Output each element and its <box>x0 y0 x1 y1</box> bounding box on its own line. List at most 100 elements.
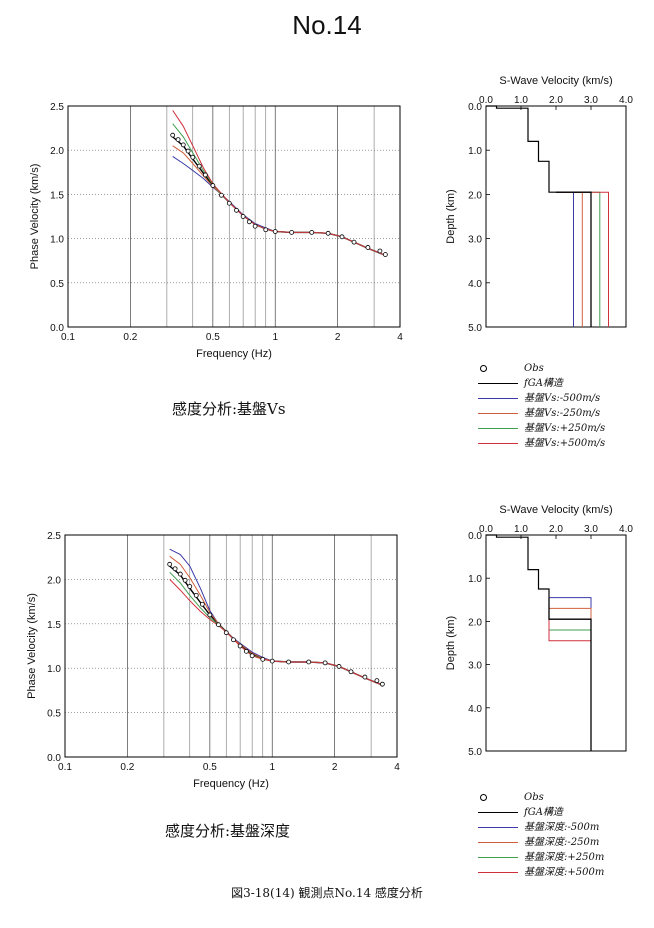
legend-item-plus500: 基盤深度:+500m <box>478 865 604 880</box>
profile-line-minus500 <box>556 191 574 327</box>
y-tick-label: 1.0 <box>50 235 64 246</box>
legend-item-plus250: 基盤Vs:+250m/s <box>478 421 605 436</box>
obs-point <box>185 148 191 154</box>
profile-frame <box>485 534 627 752</box>
obs-point <box>190 154 196 160</box>
legend-item-minus250: 基盤Vs:-250m/s <box>478 406 605 421</box>
obs-point <box>377 248 383 254</box>
y-tick-label: 1.5 <box>50 190 64 201</box>
obs-point <box>336 664 342 669</box>
profile-title: S-Wave Velocity (km/s) <box>499 75 612 87</box>
x-tick-label: 0.1 <box>61 332 75 343</box>
obs-point <box>362 674 368 680</box>
profile-line-fga <box>548 597 592 751</box>
obs-point <box>379 681 385 687</box>
y-tick-label: 0.0 <box>50 323 64 334</box>
profile-line-minus250 <box>548 597 592 751</box>
obs-point <box>170 132 176 138</box>
legend-item-obs: Obs <box>478 361 605 376</box>
panel-caption-vs: 感度分析:基盤Vs <box>172 400 286 418</box>
legend-item-minus500: 基盤深度:-500m <box>478 820 604 835</box>
series-line-minus250 <box>172 145 386 256</box>
obs-point <box>374 678 380 684</box>
y-tick-label: 0.5 <box>50 279 64 290</box>
profile-y-tick-label: 1.0 <box>468 146 482 157</box>
profile-line-fga <box>556 191 592 327</box>
legend-item-plus500: 基盤Vs:+500m/s <box>478 436 605 451</box>
obs-point <box>210 183 216 188</box>
series-line-minus250 <box>169 555 383 686</box>
obs-point <box>365 245 371 250</box>
profile-y-tick-label: 4.0 <box>468 279 482 290</box>
profile-common-line <box>486 105 556 193</box>
x-tick-label: 4 <box>397 332 403 343</box>
y-axis-label: Phase Velocity (km/s) <box>26 593 38 699</box>
obs-point <box>216 622 221 628</box>
profile-common-line <box>486 534 550 598</box>
obs-point <box>180 142 186 148</box>
y-tick-label: 1.0 <box>47 664 61 675</box>
obs-point <box>351 239 357 245</box>
profile-x-tick-label: 2.0 <box>549 95 563 106</box>
y-tick-label: 0.5 <box>47 709 61 720</box>
x-tick-label: 2 <box>332 762 338 773</box>
obs-point <box>234 207 239 213</box>
profile-line-minus500 <box>549 597 592 751</box>
profile-y-axis-label: Depth (km) <box>445 189 457 243</box>
profile-x-tick-label: 4.0 <box>619 95 633 106</box>
obs-point <box>240 214 246 219</box>
profile-line-plus500 <box>548 597 592 751</box>
legend-item-minus250: 基盤深度:-250m <box>478 835 604 850</box>
x-tick-label: 1 <box>269 762 275 773</box>
profile-y-tick-label: 0.0 <box>468 102 482 113</box>
y-tick-label: 2.5 <box>50 102 64 113</box>
obs-point <box>243 648 249 654</box>
obs-point <box>272 229 278 234</box>
obs-point <box>223 630 229 636</box>
x-axis-label: Frequency (Hz) <box>196 348 272 360</box>
obs-point <box>177 571 183 577</box>
profile-frame <box>485 105 627 328</box>
profile-x-tick-label: 0.0 <box>479 524 493 535</box>
obs-point <box>252 223 258 229</box>
profile-y-tick-label: 1.0 <box>468 574 482 585</box>
series-line-plus500 <box>172 110 386 256</box>
x-tick-label: 1 <box>272 332 278 343</box>
plot-frame <box>64 534 398 758</box>
x-tick-label: 0.5 <box>206 332 220 343</box>
legend-vs: Obs fGA構造 基盤Vs:-500m/s 基盤Vs:-250m/s 基盤Vs… <box>478 361 605 451</box>
obs-point <box>187 584 193 589</box>
legend-item-obs: Obs <box>478 790 604 805</box>
obs-point <box>207 612 213 618</box>
profile-x-tick-label: 1.0 <box>514 95 528 106</box>
series-line-plus500 <box>169 579 383 686</box>
legend-item-fga: fGA構造 <box>478 805 604 820</box>
y-axis-label: Phase Velocity (km/s) <box>29 164 41 270</box>
obs-point <box>289 230 295 235</box>
y-tick-label: 2.0 <box>47 575 61 586</box>
obs-point <box>231 637 236 643</box>
x-tick-label: 0.1 <box>58 762 72 773</box>
obs-point <box>202 172 208 178</box>
obs-point <box>196 163 202 169</box>
obs-point <box>237 643 243 649</box>
obs-point <box>172 566 178 572</box>
profile-y-tick-label: 5.0 <box>468 747 482 758</box>
obs-point <box>199 601 205 607</box>
obs-point <box>306 659 312 665</box>
figure-caption: 図3-18(14) 観測点No.14 感度分析 <box>231 886 423 900</box>
y-tick-label: 2.0 <box>50 146 64 157</box>
obs-point <box>325 230 331 236</box>
series-line-plus250 <box>172 123 386 256</box>
x-tick-label: 0.2 <box>120 762 134 773</box>
obs-point <box>339 234 345 240</box>
profile-y-tick-label: 2.0 <box>468 617 482 628</box>
series-line-fga <box>172 136 386 257</box>
obs-point <box>322 660 328 666</box>
x-tick-label: 4 <box>394 762 400 773</box>
obs-point <box>246 219 252 225</box>
y-tick-label: 1.5 <box>47 620 61 631</box>
legend-item-plus250: 基盤深度:+250m <box>478 850 604 865</box>
y-tick-label: 2.5 <box>47 531 61 542</box>
